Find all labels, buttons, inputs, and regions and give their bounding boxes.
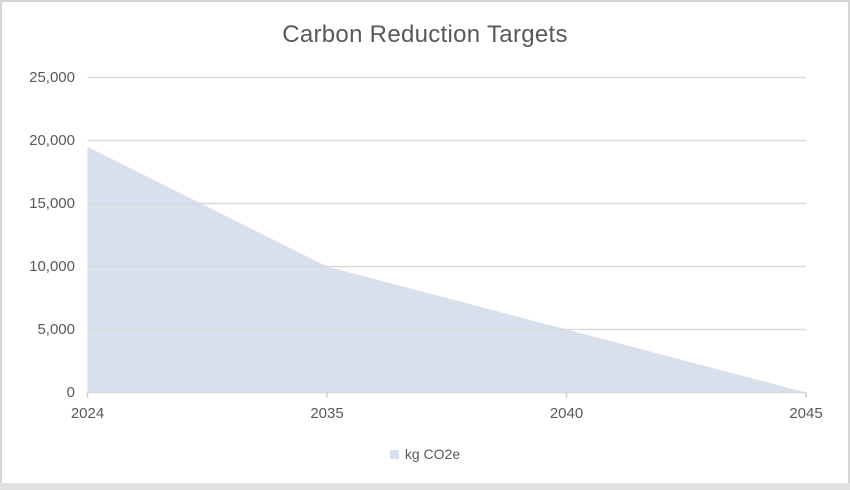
legend-label: kg CO2e	[404, 446, 461, 462]
y-axis-tick-label: 20,000	[29, 131, 75, 149]
chart-title: Carbon Reduction Targets	[282, 21, 568, 48]
x-axis-tick-label: 2040	[549, 405, 584, 422]
area-series	[87, 146, 806, 393]
y-axis-tick-label: 0	[66, 383, 75, 401]
y-axis-tick-label: 15,000	[29, 194, 75, 212]
legend-marker-icon	[389, 449, 399, 459]
x-axis-tick-label: 2045	[789, 405, 823, 422]
y-axis-tick-label: 25,000	[29, 68, 75, 86]
legend: kg CO2e	[0, 444, 850, 464]
y-axis-tick-label: 5,000	[37, 320, 75, 338]
x-axis-tick-label: 2035	[310, 405, 344, 422]
x-axis-tick-label: 2024	[70, 405, 105, 422]
y-axis-tick-label: 10,000	[29, 257, 75, 275]
area-plot	[86, 76, 807, 398]
bottom-edge-strip	[0, 483, 850, 490]
